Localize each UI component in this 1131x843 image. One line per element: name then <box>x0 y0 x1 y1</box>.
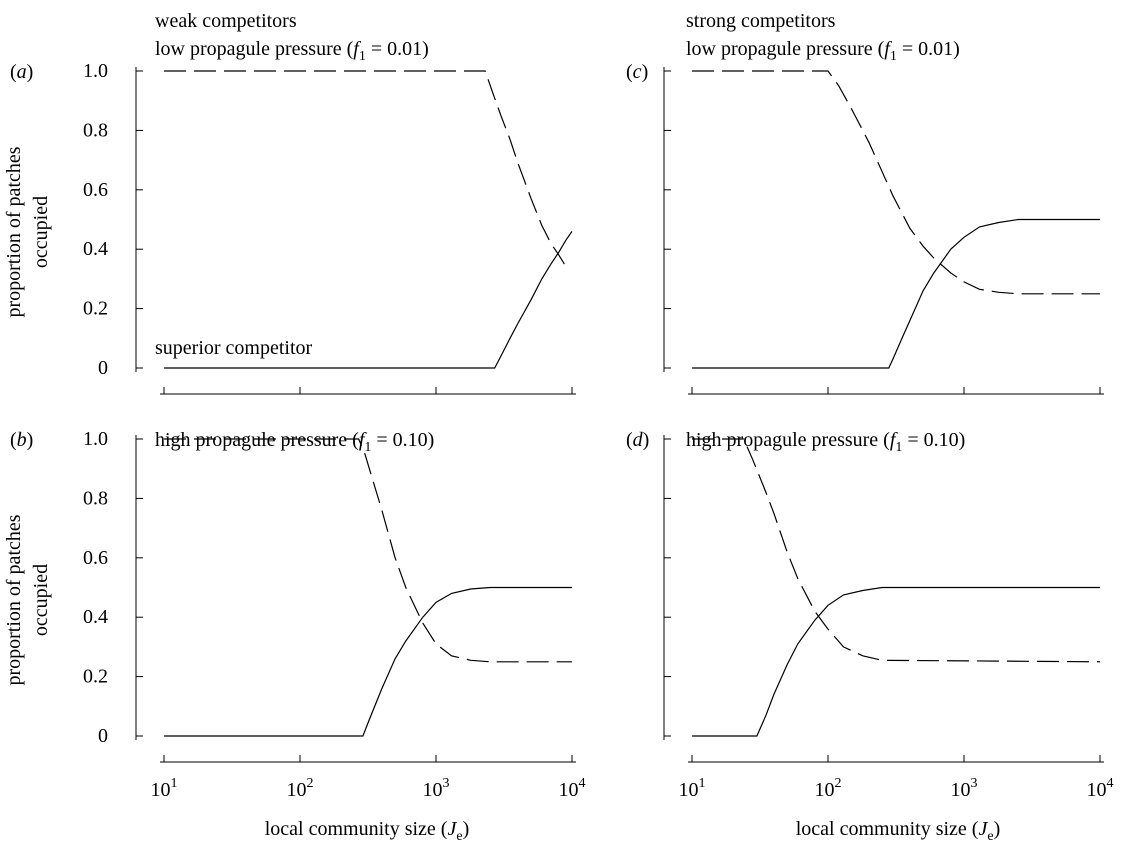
panel-a-subtitle: low propagule pressure (f1 = 0.01) <box>155 38 429 64</box>
panel-b-axes: 0 0.2 0.4 0.6 0.8 1.0 101 102 103 104 <box>83 428 586 801</box>
y-axis-label-line1: proportion of patches <box>3 514 25 685</box>
x-tick-label: 101 <box>151 776 178 801</box>
panel-b-label-text: (b) <box>10 429 33 451</box>
panel-c-header: strong competitors <box>686 10 836 32</box>
x-tick-label: 102 <box>815 776 842 801</box>
panel-a-axes: 0 0.2 0.4 0.6 0.8 1.0 <box>83 60 576 395</box>
panel-a: (a) weak competitors low propagule press… <box>3 10 576 395</box>
y-tick-label: 0.2 <box>83 298 108 320</box>
panel-b: (b) high propagule pressure (f1 = 0.10) … <box>3 428 586 843</box>
y-tick-label: 0.4 <box>83 238 108 260</box>
series-solid-line <box>692 586 1100 737</box>
panel-d-axes: 101 102 103 104 <box>663 435 1114 801</box>
panel-c-label-text: (c) <box>626 61 648 83</box>
panel-c-subtitle: low propagule pressure (f1 = 0.01) <box>686 38 960 64</box>
y-tick-label: 1.0 <box>83 428 108 450</box>
panel-c-axes <box>663 67 1104 395</box>
series-dashed-line <box>692 438 1101 663</box>
panel-d: (d) high propagule pressure (f1 = 0.10) … <box>626 429 1114 843</box>
y-tick-label: 1.0 <box>83 60 108 82</box>
series-solid-line <box>164 586 572 737</box>
y-tick-label: 0.8 <box>83 119 108 141</box>
series-dashed-line <box>164 438 572 663</box>
series-dashed-line <box>692 70 1100 295</box>
x-tick-label: 104 <box>1087 776 1114 801</box>
superior-competitor-annotation: superior competitor <box>155 337 313 359</box>
y-tick-label: 0 <box>98 725 108 747</box>
y-tick-label: 0 <box>98 357 108 379</box>
y-tick-label: 0.8 <box>83 487 108 509</box>
y-axis-label-line2: occupied <box>30 564 52 636</box>
panel-a-header: weak competitors <box>155 10 297 32</box>
series-solid-line <box>692 218 1100 369</box>
y-tick-label: 0.4 <box>83 606 108 628</box>
series-solid-line <box>164 231 573 369</box>
panel-c-curves <box>692 70 1100 369</box>
panel-d-subtitle: high propagule pressure (f1 = 0.10) <box>686 429 965 455</box>
y-axis-label-line2: occupied <box>30 196 52 268</box>
y-tick-label: 0.6 <box>83 547 108 569</box>
x-tick-label: 101 <box>679 776 706 801</box>
panel-a-label-text: (a) <box>10 61 33 83</box>
panel-a-label: (a) <box>10 61 33 83</box>
panel-b-subtitle: high propagule pressure (f1 = 0.10) <box>155 429 434 455</box>
panel-b-y-axis-label: proportion of patches occupied <box>3 514 52 685</box>
panel-a-y-axis-label: proportion of patches occupied <box>3 146 52 317</box>
x-tick-label: 103 <box>423 776 450 801</box>
x-tick-label: 104 <box>559 776 586 801</box>
x-tick-label: 103 <box>951 776 978 801</box>
panel-d-x-axis-label: local community size (Je) <box>796 818 1001 843</box>
x-tick-label: 102 <box>287 776 314 801</box>
panel-d-label-text: (d) <box>626 429 649 451</box>
panel-a-curves <box>164 70 573 369</box>
y-tick-label: 0.2 <box>83 666 108 688</box>
y-axis-label-line1: proportion of patches <box>3 146 25 317</box>
y-tick-label: 0.6 <box>83 179 108 201</box>
panel-b-x-axis-label: local community size (Je) <box>265 818 470 843</box>
series-dashed-line <box>164 70 565 265</box>
panel-b-curves <box>164 438 572 737</box>
panel-c: (c) strong competitors low propagule pre… <box>626 10 1104 395</box>
panel-d-curves <box>692 438 1101 737</box>
